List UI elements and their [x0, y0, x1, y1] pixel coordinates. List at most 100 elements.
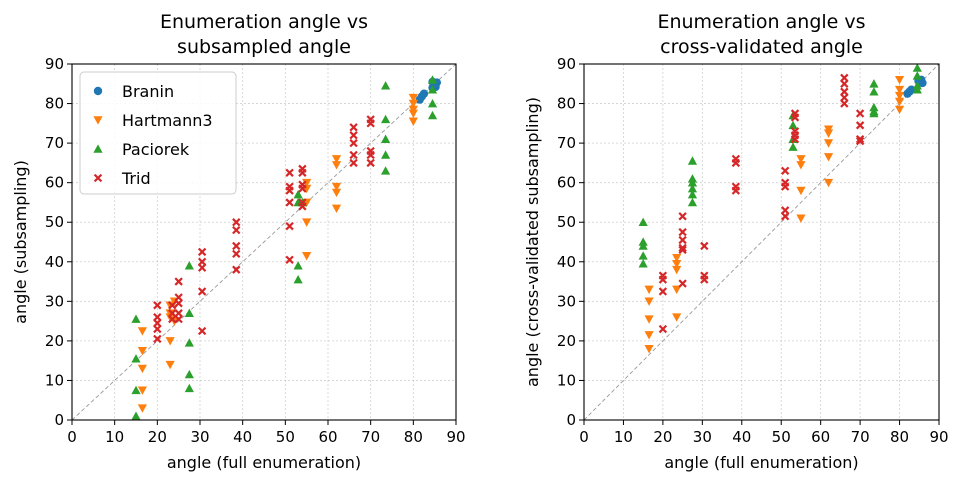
- data-point: [855, 121, 865, 130]
- y-tick-label: 40: [557, 253, 576, 271]
- legend-label-hartmann3: Hartmann3: [122, 111, 213, 130]
- data-point: [197, 263, 207, 272]
- chart-title: Enumeration angle vs cross-validated angl…: [657, 11, 865, 58]
- data-point: [427, 110, 438, 120]
- data-point: [658, 275, 668, 284]
- data-point: [672, 265, 682, 275]
- data-point: [894, 76, 905, 85]
- data-point: [197, 326, 207, 336]
- chart-title-line: subsampled angle: [177, 36, 351, 58]
- x-axis-label: angle (full enumeration): [664, 453, 858, 472]
- data-point: [331, 204, 342, 213]
- data-point: [678, 212, 687, 221]
- legend-marker-trid: [93, 173, 103, 183]
- data-point: [293, 274, 303, 284]
- chart-title: Enumeration angle vs subsampled angle: [160, 11, 368, 58]
- x-tick-label: 0: [579, 428, 589, 446]
- data-point: [232, 241, 241, 251]
- data-point: [869, 79, 879, 88]
- data-point: [408, 117, 418, 126]
- data-point: [285, 168, 294, 177]
- legend-label-trid: Trid: [121, 169, 151, 188]
- data-point: [687, 156, 698, 165]
- y-tick-label: 90: [557, 55, 576, 73]
- x-tick-label: 50: [276, 428, 295, 446]
- y-tick-label: 90: [45, 55, 64, 73]
- x-tick-label: 20: [653, 428, 672, 446]
- data-point: [419, 89, 429, 98]
- data-point: [678, 245, 687, 255]
- data-point: [331, 155, 342, 164]
- data-point: [678, 243, 687, 253]
- x-tick-label: 80: [404, 428, 423, 446]
- data-point: [823, 178, 834, 188]
- data-point: [331, 161, 342, 170]
- data-point: [700, 241, 709, 251]
- legend: Branin Hartmann3 Paciorek Trid: [79, 71, 237, 195]
- x-tick-label: 90: [929, 428, 948, 446]
- data-point: [823, 139, 834, 148]
- data-point: [638, 251, 648, 260]
- data-point: [427, 75, 438, 84]
- data-point: [285, 186, 294, 195]
- data-point: [302, 218, 312, 227]
- data-point: [731, 158, 741, 168]
- x-tick-label: 80: [890, 428, 909, 446]
- chart-panel-2: 0 10 20 30 40 50 60 70 80 90 0 10 20 30 40 50 60 70 80 90 an…: [523, 11, 949, 472]
- y-tick-label: 60: [45, 174, 64, 192]
- data-point: [137, 386, 147, 395]
- data-point: [131, 314, 141, 323]
- data-point: [293, 189, 303, 199]
- data-point: [381, 114, 391, 124]
- data-point: [131, 385, 141, 395]
- y-tick-label: 0: [566, 411, 576, 429]
- data-point: [780, 166, 790, 175]
- series-branin: [415, 77, 441, 104]
- data-point: [788, 142, 798, 151]
- data-point: [869, 87, 879, 96]
- chart-title-line: Enumeration angle vs: [160, 11, 368, 33]
- data-point: [840, 99, 849, 108]
- data-point: [298, 184, 307, 193]
- data-point: [790, 113, 800, 122]
- data-point: [780, 212, 790, 221]
- data-point: [165, 337, 175, 346]
- legend-box: [79, 71, 237, 195]
- y-tick-label: 10: [45, 371, 64, 389]
- data-point: [672, 313, 682, 322]
- data-point: [672, 254, 682, 263]
- y-tick-label: 70: [557, 134, 576, 152]
- x-tick-label: 10: [105, 428, 124, 446]
- data-point: [131, 354, 141, 363]
- data-point: [678, 235, 687, 245]
- data-point: [174, 299, 183, 308]
- data-point: [840, 79, 849, 88]
- plot-frame: [71, 63, 457, 421]
- data-point: [894, 105, 905, 115]
- data-point: [796, 214, 806, 223]
- data-point: [912, 85, 922, 94]
- data-point: [855, 134, 865, 144]
- data-point: [331, 182, 342, 192]
- x-tick-label: 30: [693, 428, 712, 446]
- data-point: [184, 308, 194, 317]
- data-point: [731, 186, 741, 195]
- data-point: [293, 261, 303, 270]
- data-point: [174, 314, 183, 324]
- y-tick-label: 50: [557, 213, 576, 231]
- y-tick-label: 40: [45, 253, 64, 271]
- data-point: [869, 108, 879, 118]
- data-point: [381, 134, 391, 143]
- data-point: [153, 324, 162, 334]
- data-point: [349, 123, 358, 132]
- data-point: [137, 364, 147, 374]
- chart-panel-1: 0 10 20 30 40 50 60 70 80 90 0 10 20 30 40 50 60 70 80 90 an…: [11, 11, 466, 472]
- data-point: [165, 360, 175, 370]
- data-point: [298, 202, 307, 211]
- plot-frame: [583, 63, 940, 421]
- x-axis-label: angle (full enumeration): [167, 453, 361, 472]
- series-hartmann3: [644, 76, 905, 354]
- data-point: [197, 287, 207, 296]
- x-tick-label: 90: [446, 428, 465, 446]
- data-point: [381, 81, 391, 90]
